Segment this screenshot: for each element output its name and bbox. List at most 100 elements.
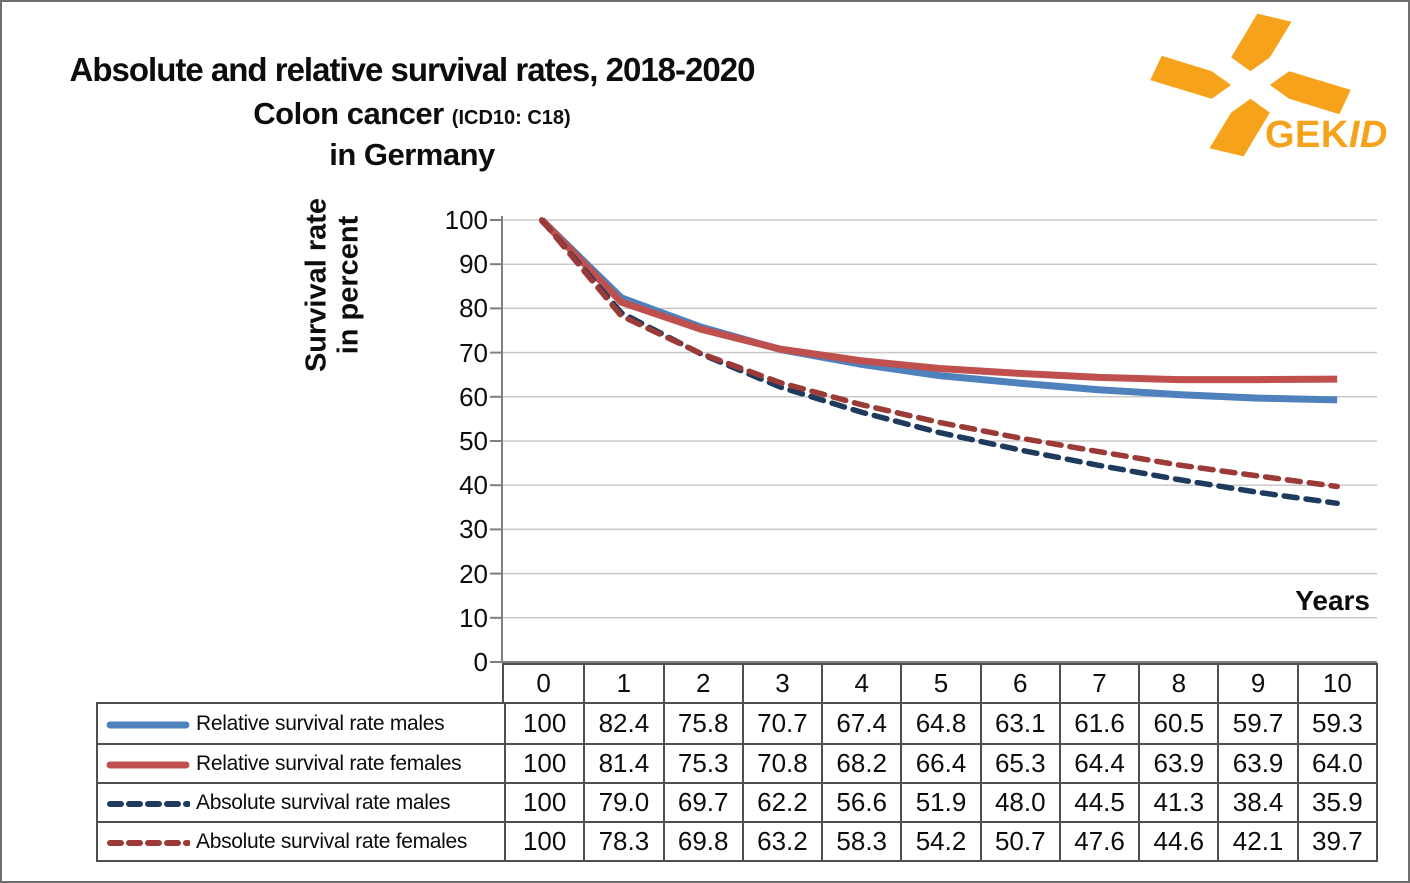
value-cell: 35.9 bbox=[1296, 782, 1376, 821]
legend-cell: Absolute survival rate females bbox=[98, 821, 504, 860]
value-cell: 69.7 bbox=[662, 782, 742, 821]
data-table: Relative survival rate males 100 82.4 75.8 7… bbox=[96, 702, 1378, 862]
pinwheel-blade bbox=[1289, 71, 1351, 115]
value-cell: 44.6 bbox=[1138, 821, 1218, 860]
gekid-logo-text: GEKID bbox=[1265, 114, 1388, 157]
legend-label: Absolute survival rate females bbox=[196, 829, 468, 853]
value-cell: 64.8 bbox=[900, 704, 979, 743]
y-axis-tick-label: 0 bbox=[473, 647, 488, 677]
pinwheel-blade bbox=[1209, 112, 1270, 157]
year-header-cell: 0 bbox=[536, 668, 551, 698]
value-cell: 63.1 bbox=[979, 704, 1059, 743]
legend-solid-line-swatch bbox=[106, 752, 190, 776]
chart-title-line3: in Germany bbox=[329, 137, 495, 173]
series-line-4 bbox=[539, 217, 1340, 490]
y-axis-tick-label: 20 bbox=[459, 558, 488, 589]
chart-title-line2: Colon cancer (ICD10: C18) bbox=[2, 94, 822, 134]
legend-dashed-line-swatch bbox=[106, 791, 191, 815]
value-cell: 47.6 bbox=[1058, 821, 1139, 860]
y-axis-tick-label: 10 bbox=[459, 602, 488, 633]
value-cell: 41.3 bbox=[1138, 782, 1218, 821]
y-axis-tick-label: 50 bbox=[459, 426, 488, 456]
legend-cell: Relative survival rate males bbox=[98, 704, 504, 743]
y-axis-tick-label: 100 bbox=[444, 205, 488, 235]
value-cell: 60.5 bbox=[1138, 704, 1217, 743]
year-header-cell: 7 bbox=[1058, 665, 1138, 702]
value-cell: 100 bbox=[504, 782, 584, 821]
value-cell: 58.3 bbox=[821, 821, 901, 860]
value-cell: 59.3 bbox=[1296, 704, 1376, 743]
value-cell: 62.2 bbox=[741, 782, 822, 821]
value-cell: 54.2 bbox=[900, 821, 980, 860]
chart-title-cancer-type: Colon cancer bbox=[253, 95, 444, 131]
legend-label: Absolute survival rate males bbox=[196, 790, 451, 814]
value-cell: 68.2 bbox=[821, 743, 901, 782]
series-line-2 bbox=[539, 217, 1338, 384]
value-cell: 56.6 bbox=[821, 782, 901, 821]
value-cell: 51.9 bbox=[900, 782, 980, 821]
value-cell: 38.4 bbox=[1217, 782, 1297, 821]
value-cell: 61.6 bbox=[1058, 704, 1138, 743]
year-header-cell: 4 bbox=[821, 665, 900, 702]
value-cell: 50.7 bbox=[979, 821, 1059, 860]
value-cell: 100 bbox=[504, 821, 584, 860]
value-cell: 75.3 bbox=[662, 743, 742, 782]
gekid-pinwheel-icon bbox=[1150, 13, 1351, 157]
value-cell: 48.0 bbox=[979, 782, 1059, 821]
year-header-cell: 9 bbox=[1217, 665, 1296, 702]
value-cell: 78.3 bbox=[583, 821, 663, 860]
value-cell: 82.4 bbox=[583, 704, 662, 743]
gekid-logo-text-italic: ID bbox=[1348, 114, 1388, 156]
legend-dashed-line-swatch bbox=[106, 830, 191, 854]
value-cell: 81.4 bbox=[583, 743, 663, 782]
pinwheel-blade bbox=[1231, 13, 1292, 58]
chart-title: Absolute and relative survival rates, 20… bbox=[2, 46, 822, 176]
y-axis-tick-label: 70 bbox=[459, 337, 488, 368]
value-cell: 75.8 bbox=[662, 704, 742, 743]
pinwheel-blade bbox=[1150, 55, 1212, 99]
y-axis-tick-label: 90 bbox=[459, 249, 488, 280]
series-line-1 bbox=[539, 217, 1338, 404]
year-header-cell: 5 bbox=[900, 665, 979, 702]
value-cell: 42.1 bbox=[1217, 821, 1297, 860]
value-cell: 63.9 bbox=[1217, 743, 1297, 782]
value-cell: 66.4 bbox=[900, 743, 980, 782]
year-header-cell: 3 bbox=[741, 665, 821, 702]
chart-title-line1: Absolute and relative survival rates, 20… bbox=[69, 51, 756, 88]
pinwheel-blade bbox=[1269, 71, 1309, 99]
value-cell: 67.4 bbox=[821, 704, 900, 743]
gekid-logo-text-regular: GEK bbox=[1265, 114, 1349, 156]
legend-label: Relative survival rate males bbox=[196, 711, 445, 735]
value-cell: 39.7 bbox=[1296, 821, 1376, 860]
value-cell: 69.8 bbox=[662, 821, 742, 860]
value-cell: 65.3 bbox=[979, 743, 1059, 782]
value-cell: 70.8 bbox=[741, 743, 822, 782]
y-axis-tick-label: 80 bbox=[459, 293, 488, 324]
value-cell: 44.5 bbox=[1058, 782, 1139, 821]
series-line-3 bbox=[539, 217, 1340, 507]
legend-solid-line-swatch bbox=[106, 712, 190, 736]
year-header-cell: 10 bbox=[1296, 665, 1376, 702]
value-cell: 59.7 bbox=[1217, 704, 1296, 743]
year-header-cell: 2 bbox=[662, 665, 742, 702]
value-cell: 64.4 bbox=[1058, 743, 1139, 782]
legend-label: Relative survival rate females bbox=[196, 751, 462, 775]
value-cell: 70.7 bbox=[741, 704, 821, 743]
value-cell: 100 bbox=[504, 704, 583, 743]
legend-cell: Absolute survival rate males bbox=[98, 782, 504, 821]
year-header-cell: 8 bbox=[1138, 665, 1217, 702]
y-axis-tick-label: 60 bbox=[459, 381, 488, 412]
year-header-cell: 1 bbox=[583, 665, 662, 702]
value-cell: 64.0 bbox=[1296, 743, 1376, 782]
years-header-row: 0 1 2 3 4 5 6 7 8 9 10 bbox=[502, 663, 1378, 704]
chart-title-icd-code: (ICD10: C18) bbox=[451, 106, 571, 129]
value-cell: 63.9 bbox=[1138, 743, 1218, 782]
y-axis-tick-label: 40 bbox=[459, 470, 488, 501]
value-cell: 79.0 bbox=[583, 782, 663, 821]
pinwheel-blade bbox=[1192, 71, 1232, 99]
legend-cell: Relative survival rate females bbox=[98, 743, 504, 782]
year-header-cell: 6 bbox=[979, 665, 1059, 702]
x-axis-title: Years bbox=[1295, 585, 1370, 616]
